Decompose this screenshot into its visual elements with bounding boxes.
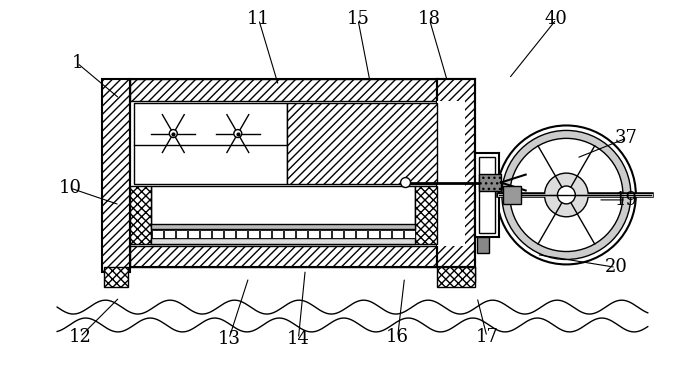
Bar — [164, 230, 175, 238]
Bar — [308, 230, 319, 238]
Bar — [212, 230, 223, 238]
Bar — [188, 230, 199, 238]
Bar — [130, 79, 437, 267]
Bar — [392, 230, 403, 238]
Bar — [151, 224, 416, 229]
Circle shape — [545, 173, 589, 217]
Text: 20: 20 — [604, 258, 627, 276]
Circle shape — [400, 178, 411, 188]
Text: 11: 11 — [247, 10, 270, 28]
Bar — [200, 230, 211, 238]
Text: 14: 14 — [287, 330, 310, 348]
Text: 12: 12 — [69, 328, 92, 346]
Bar — [477, 237, 489, 252]
Text: 18: 18 — [418, 10, 441, 28]
Bar — [151, 238, 416, 244]
Bar — [130, 186, 151, 244]
Bar — [104, 267, 128, 287]
Text: 16: 16 — [386, 328, 409, 346]
Bar — [272, 230, 283, 238]
Bar — [479, 157, 495, 232]
Bar — [260, 230, 271, 238]
Circle shape — [557, 186, 575, 204]
Bar — [130, 100, 437, 246]
Text: 17: 17 — [475, 328, 498, 346]
Bar — [416, 186, 437, 244]
Circle shape — [502, 130, 631, 260]
Bar — [152, 230, 163, 238]
Text: 19: 19 — [614, 191, 637, 209]
Bar — [130, 246, 437, 267]
Bar — [475, 153, 499, 237]
Bar — [176, 230, 187, 238]
Bar — [503, 186, 520, 204]
Text: 15: 15 — [346, 10, 369, 28]
Bar — [130, 79, 437, 101]
Bar — [380, 230, 391, 238]
Bar — [356, 230, 367, 238]
Circle shape — [497, 126, 636, 264]
Bar — [441, 267, 475, 282]
Bar — [296, 230, 307, 238]
Bar — [404, 230, 415, 238]
Bar — [151, 186, 416, 244]
Bar — [284, 230, 295, 238]
Bar — [437, 267, 475, 287]
Bar — [437, 79, 475, 267]
Bar — [437, 100, 465, 246]
Circle shape — [510, 138, 623, 252]
Text: 1: 1 — [71, 54, 83, 72]
Bar — [248, 230, 259, 238]
Bar — [102, 79, 130, 272]
Bar — [133, 103, 287, 184]
Bar — [344, 230, 355, 238]
Circle shape — [234, 130, 242, 138]
Text: 13: 13 — [217, 330, 240, 348]
Text: 40: 40 — [545, 10, 568, 28]
Bar — [287, 103, 437, 184]
Circle shape — [169, 130, 177, 138]
Bar — [320, 230, 331, 238]
Bar — [224, 230, 235, 238]
Bar — [332, 230, 343, 238]
Bar — [236, 230, 247, 238]
Bar — [479, 174, 501, 192]
Bar — [368, 230, 379, 238]
Text: 10: 10 — [58, 179, 82, 197]
Text: 37: 37 — [614, 129, 637, 147]
